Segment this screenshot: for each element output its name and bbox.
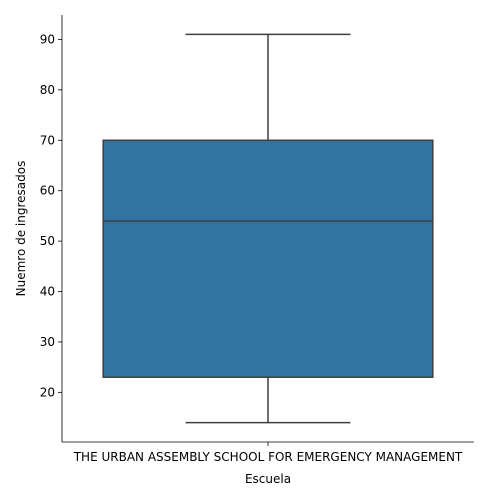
y-axis-ticks: 20 30 40 50 60 70 80 90 [40,32,62,399]
x-axis-label: Escuela [245,472,291,486]
y-axis-label: Nuemro de ingresados [14,161,28,297]
y-tick-label: 90 [40,32,55,46]
y-tick-label: 40 [40,285,55,299]
iqr-box [103,140,433,377]
y-tick-label: 80 [40,83,55,97]
y-tick-label: 30 [40,335,55,349]
x-tick-label: THE URBAN ASSEMBLY SCHOOL FOR EMERGENCY … [73,450,463,464]
y-tick-label: 60 [40,184,55,198]
y-tick-label: 50 [40,234,55,248]
x-axis-ticks: THE URBAN ASSEMBLY SCHOOL FOR EMERGENCY … [73,442,463,464]
y-tick-label: 70 [40,133,55,147]
y-tick-label: 20 [40,385,55,399]
plot-marks [103,34,433,422]
